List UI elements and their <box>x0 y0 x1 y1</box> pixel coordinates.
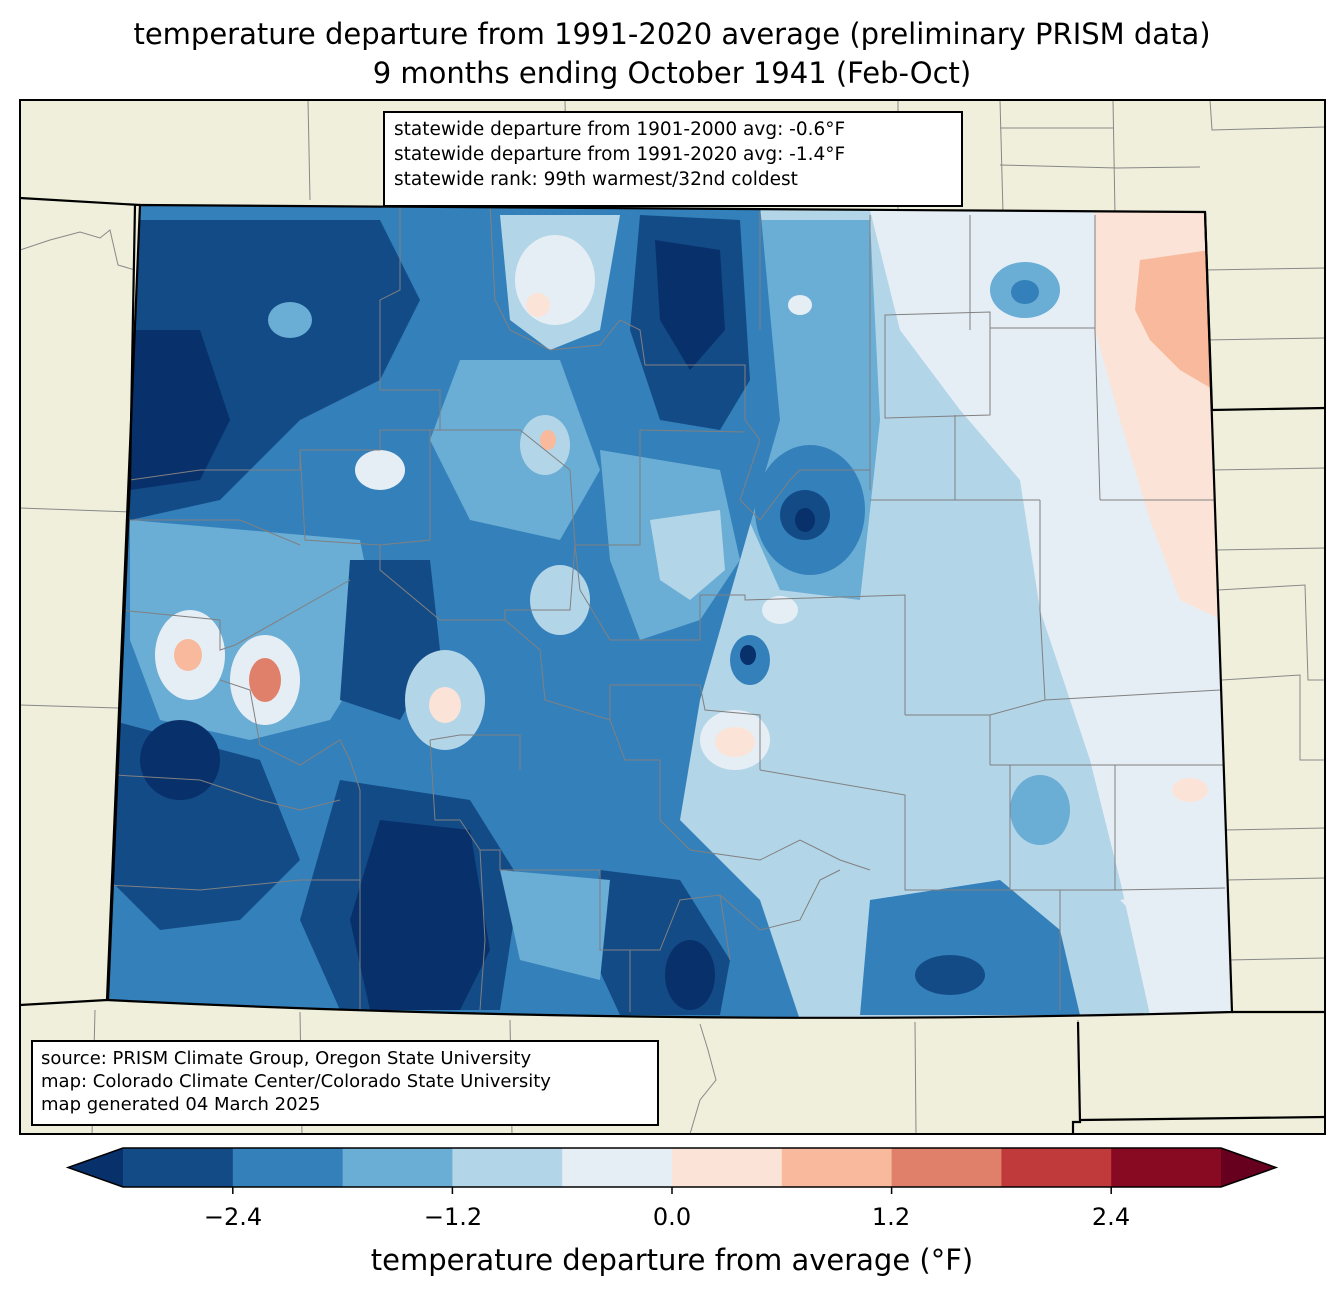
colorbar-bin <box>1111 1148 1222 1187</box>
source-line-1: source: PRISM Climate Group, Oregon Stat… <box>41 1048 532 1069</box>
colorado-state-border <box>105 203 1234 1019</box>
map-title-line-2: 9 months ending October 1941 (Feb-Oct) <box>372 56 972 90</box>
colorbar-bin <box>781 1148 893 1187</box>
colorado-county-lines <box>107 205 1226 1012</box>
statewide-stats-box: statewide departure from 1901-2000 avg: … <box>383 111 963 207</box>
colorbar-tick-label: 0.0 <box>652 1203 692 1231</box>
colorbar-bin <box>342 1148 453 1187</box>
colorbar-extend-high <box>1221 1148 1276 1187</box>
stats-line-3: statewide rank: 99th warmest/32nd coldes… <box>394 169 798 190</box>
colorado-temperature-field <box>107 205 1232 1018</box>
colorbar <box>65 1147 1279 1194</box>
colorbar-tick-label: −2.4 <box>203 1203 263 1231</box>
stats-line-2: statewide departure from 1991-2020 avg: … <box>394 144 846 165</box>
colorbar-extend-low <box>68 1148 123 1187</box>
map-title-line-1: temperature departure from 1991-2020 ave… <box>133 17 1211 51</box>
colorbar-tick-label: 1.2 <box>871 1203 911 1231</box>
map-frame-border <box>19 99 1326 1135</box>
colorbar-bin <box>891 1148 1002 1187</box>
stats-line-1: statewide departure from 1901-2000 avg: … <box>394 119 846 140</box>
colorbar-label: temperature departure from average (°F) <box>370 1243 974 1277</box>
colorbar-tick-label: −1.2 <box>423 1203 483 1231</box>
source-credits-box: source: PRISM Climate Group, Oregon Stat… <box>31 1040 659 1126</box>
source-line-2: map: Colorado Climate Center/Colorado St… <box>41 1071 551 1092</box>
source-line-3: map generated 04 March 2025 <box>41 1094 321 1115</box>
colorbar-bin <box>672 1148 783 1187</box>
colorbar-bin <box>232 1148 344 1187</box>
colorbar-bin <box>123 1148 234 1187</box>
colorbar-outline <box>65 1147 1279 1188</box>
colorbar-tick-label: 2.4 <box>1091 1203 1131 1231</box>
colorbar-bin <box>1001 1148 1112 1187</box>
neighbor-state-borders <box>20 196 1325 1134</box>
colorbar-bin <box>562 1148 673 1187</box>
colorbar-bin <box>452 1148 563 1187</box>
